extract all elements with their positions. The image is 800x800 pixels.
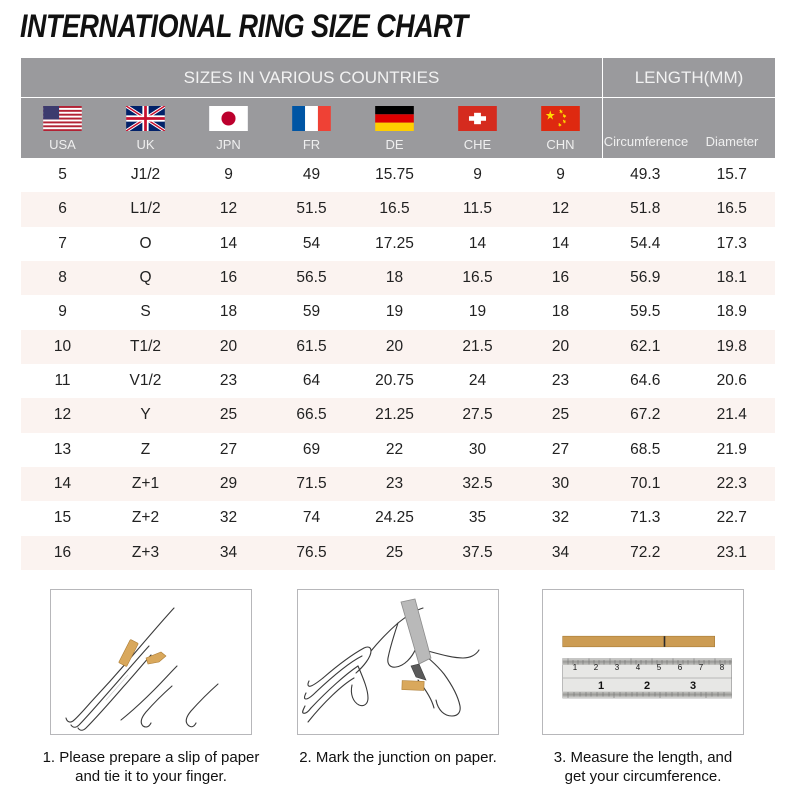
svg-text:2: 2 xyxy=(594,663,599,672)
svg-text:7: 7 xyxy=(699,663,704,672)
svg-text:1: 1 xyxy=(573,663,578,672)
svg-text:2: 2 xyxy=(644,680,650,692)
svg-text:3: 3 xyxy=(615,663,620,672)
svg-text:8: 8 xyxy=(720,663,725,672)
svg-text:4: 4 xyxy=(636,663,641,672)
svg-text:3: 3 xyxy=(690,680,696,692)
svg-text:6: 6 xyxy=(678,663,683,672)
svg-text:5: 5 xyxy=(657,663,662,672)
svg-text:1: 1 xyxy=(598,680,604,692)
